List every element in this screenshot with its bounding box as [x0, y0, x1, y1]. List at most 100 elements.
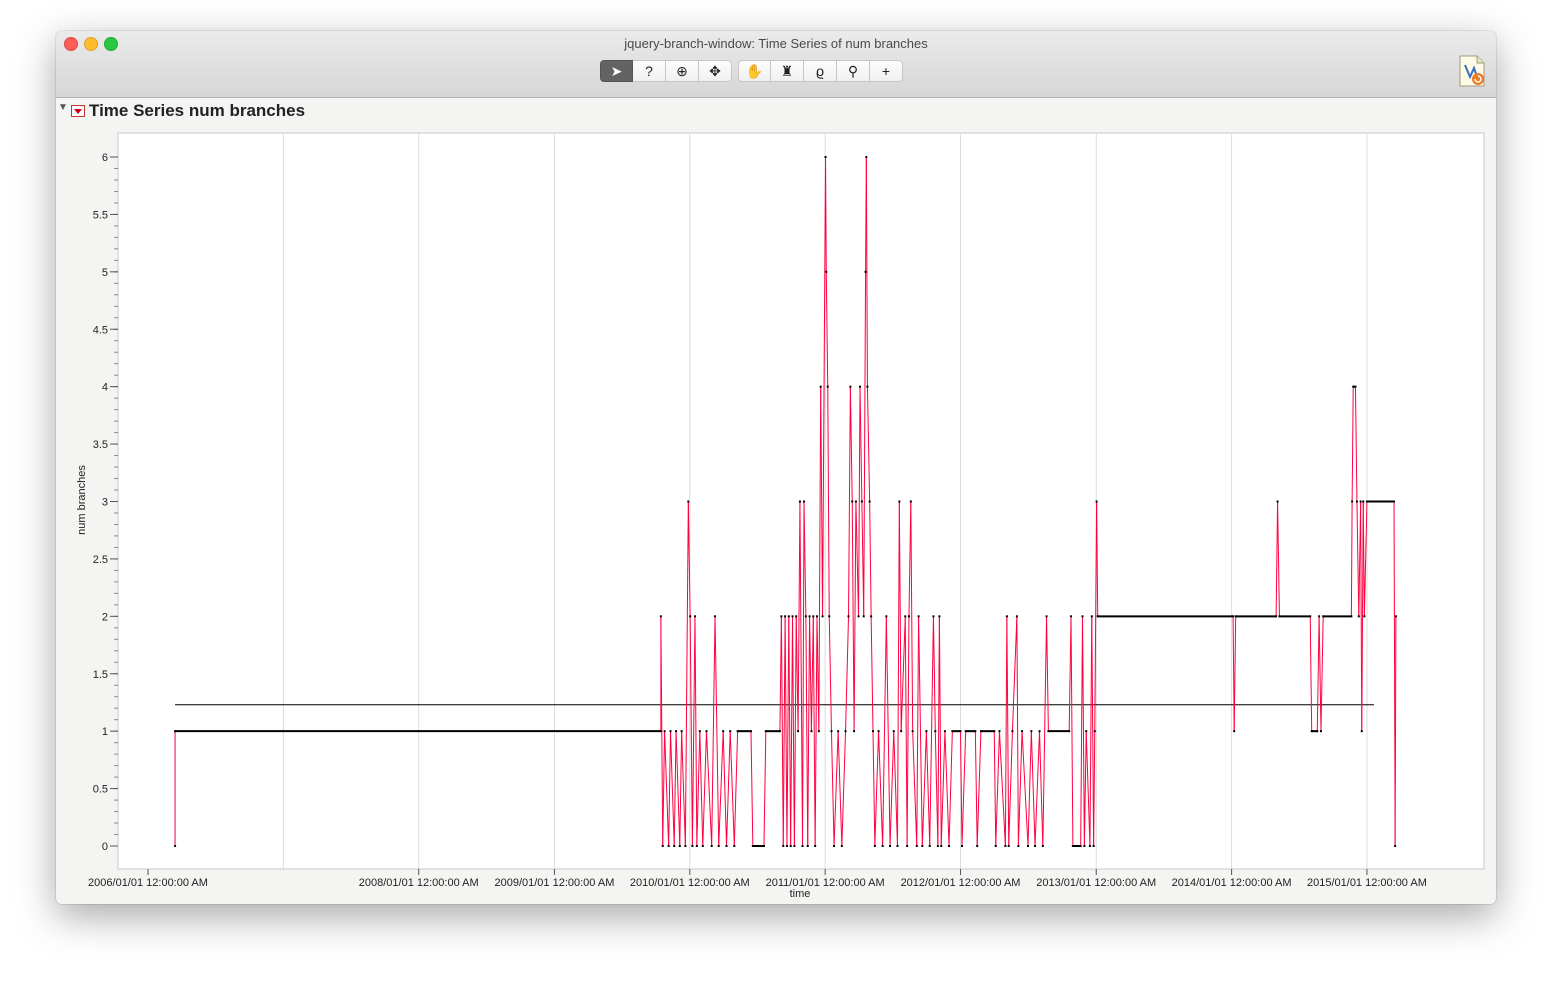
data-point — [951, 730, 954, 733]
data-point — [684, 845, 687, 847]
data-point — [1045, 615, 1048, 618]
data-point — [862, 615, 865, 618]
series-line-segment — [1277, 501, 1280, 617]
data-point — [943, 730, 946, 733]
data-point — [1070, 615, 1073, 618]
data-point — [1034, 845, 1037, 847]
data-point — [1005, 615, 1008, 618]
data-point — [865, 156, 868, 158]
data-point — [889, 845, 892, 847]
series-line-segment — [925, 731, 931, 847]
series-line-segment — [841, 731, 847, 847]
move-tool-button[interactable]: ✥ — [699, 60, 732, 82]
series-line-segment — [910, 501, 914, 732]
zoom-window-icon[interactable] — [104, 37, 118, 51]
y-tick-label: 6 — [102, 152, 108, 164]
data-point — [698, 730, 701, 733]
brush-tool-button[interactable]: ♜ — [771, 60, 804, 82]
magnifier-tool-button[interactable]: ⚲ — [837, 60, 870, 82]
data-point — [1085, 730, 1088, 733]
series-line-segment — [1016, 616, 1019, 847]
series-markers — [174, 156, 1397, 847]
data-point — [837, 730, 840, 733]
data-point — [826, 385, 829, 388]
red-triangle-menu-icon[interactable] — [71, 105, 85, 117]
data-point — [780, 615, 783, 618]
selection-tool-button[interactable]: ⊕ — [666, 60, 699, 82]
data-point — [1393, 500, 1396, 503]
series-line-segment — [792, 616, 795, 847]
data-point — [877, 730, 880, 733]
series-line-segment — [668, 731, 672, 847]
series-line-segment — [687, 501, 691, 617]
data-point — [833, 845, 836, 847]
series-line-segment — [863, 271, 867, 617]
data-point — [1030, 730, 1033, 733]
series-line-segment — [885, 616, 891, 847]
crosshair-tool-button[interactable]: + — [870, 60, 903, 82]
y-tick-label: 2 — [102, 611, 108, 623]
data-point — [1068, 730, 1071, 733]
series-line-segment — [763, 731, 767, 847]
series-line-segment — [833, 731, 839, 847]
series-line-segment — [809, 616, 812, 732]
data-point — [793, 845, 796, 847]
x-tick-label: 2006/01/01 12:00:00 AM — [88, 877, 208, 889]
series-line-segment — [797, 501, 801, 732]
series-line-segment — [807, 616, 811, 847]
series-line-segment — [702, 731, 707, 847]
series-line-segment — [1011, 616, 1018, 732]
series-line-segment — [1356, 501, 1360, 617]
y-tick-label: 4 — [102, 382, 108, 394]
series-line-segment — [1350, 501, 1353, 617]
series-line-segment — [1316, 616, 1320, 732]
data-point — [174, 730, 177, 733]
series-line-segment — [696, 731, 701, 847]
data-point — [824, 156, 827, 158]
series-line-segment — [1006, 616, 1010, 847]
lasso-tool-icon: ϱ — [815, 63, 825, 79]
data-point — [936, 845, 939, 847]
disclosure-triangle-icon[interactable]: ▼ — [58, 102, 68, 113]
series-line-segment — [818, 386, 822, 732]
data-point — [860, 500, 863, 503]
data-point — [819, 385, 822, 388]
data-point — [1278, 615, 1281, 618]
y-tick-label: 2.5 — [93, 554, 108, 566]
series-line-segment — [820, 386, 824, 617]
series-line-segment — [812, 616, 816, 847]
close-window-icon[interactable] — [64, 37, 78, 51]
series-line-segment — [1394, 616, 1397, 847]
series-line-segment — [1008, 731, 1013, 847]
x-axis: 2006/01/01 12:00:00 AM 2008/01/01 12:00:0… — [88, 869, 1427, 889]
data-point — [810, 730, 813, 733]
help-tool-button[interactable]: ? — [633, 60, 666, 82]
y-tick-label: 0 — [102, 841, 108, 853]
data-point — [925, 730, 928, 733]
lasso-tool-button[interactable]: ϱ — [804, 60, 837, 82]
arrow-tool-button[interactable]: ➤ — [600, 60, 633, 82]
minimize-window-icon[interactable] — [84, 37, 98, 51]
series-line-segment — [916, 616, 920, 847]
data-point — [1309, 615, 1312, 618]
series-line-segment — [1351, 386, 1354, 502]
x-tick-label: 2012/01/01 12:00:00 AM — [901, 877, 1021, 889]
data-point — [857, 615, 860, 618]
data-point — [764, 730, 767, 733]
data-point — [1081, 615, 1084, 618]
data-point — [689, 615, 692, 618]
script-icon[interactable] — [1458, 55, 1486, 87]
series-line-segment — [1082, 616, 1085, 847]
data-point — [864, 270, 867, 273]
series-line-segment — [853, 501, 857, 732]
data-point — [1359, 500, 1362, 503]
data-point — [1322, 615, 1325, 618]
series-line-segment — [904, 616, 908, 847]
data-point — [1357, 615, 1360, 618]
series-line-segment — [1083, 731, 1087, 847]
series-line-segment — [705, 731, 713, 847]
x-tick-label: 2010/01/01 12:00:00 AM — [630, 877, 750, 889]
series-line-segment — [726, 731, 731, 847]
grabber-tool-button[interactable]: ✋ — [738, 60, 771, 82]
